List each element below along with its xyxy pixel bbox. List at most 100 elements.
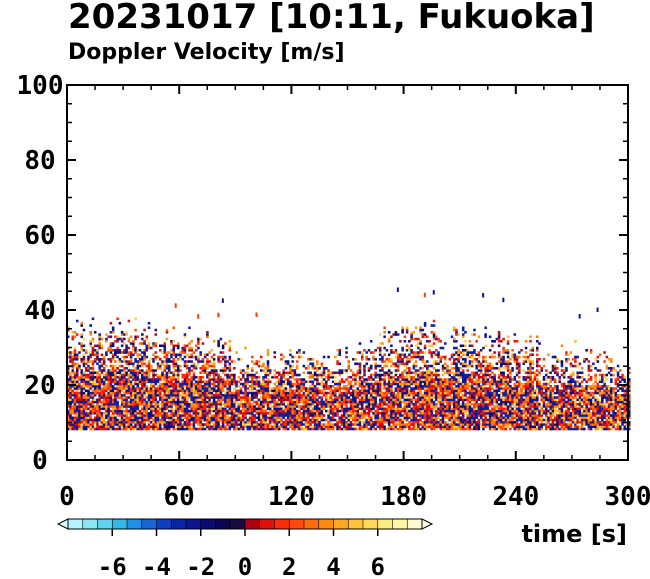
heatmap-cell bbox=[435, 378, 438, 381]
heatmap-cell bbox=[242, 391, 245, 395]
heatmap-cell bbox=[437, 423, 440, 426]
heatmap-cell bbox=[199, 414, 202, 417]
heatmap-cell bbox=[408, 414, 411, 417]
heatmap-cell bbox=[401, 360, 404, 363]
heatmap-cell bbox=[343, 394, 346, 397]
heatmap-cell bbox=[336, 418, 339, 422]
heatmap-cell bbox=[385, 387, 389, 390]
heatmap-cell bbox=[75, 391, 79, 395]
heatmap-cell bbox=[138, 412, 142, 415]
heatmap-cell bbox=[338, 416, 342, 420]
heatmap-cell bbox=[408, 373, 411, 377]
heatmap-cell bbox=[181, 405, 184, 408]
heatmap-cell bbox=[201, 407, 205, 411]
heatmap-cell bbox=[307, 416, 310, 420]
heatmap-cell bbox=[102, 380, 106, 384]
heatmap-cell bbox=[141, 398, 144, 402]
heatmap-cell bbox=[392, 362, 395, 366]
heatmap-cell bbox=[107, 412, 110, 415]
heatmap-cell bbox=[432, 427, 436, 431]
heatmap-cell bbox=[244, 407, 247, 411]
heatmap-cell bbox=[262, 400, 265, 404]
heatmap-cell bbox=[423, 382, 427, 386]
heatmap-cell bbox=[248, 391, 252, 395]
heatmap-cell bbox=[114, 423, 117, 426]
heatmap-cell bbox=[419, 358, 422, 361]
heatmap-cell bbox=[217, 342, 220, 345]
heatmap-cell bbox=[109, 322, 113, 325]
heatmap-cell bbox=[246, 394, 250, 397]
heatmap-cell bbox=[96, 385, 99, 388]
heatmap-cell bbox=[197, 342, 200, 345]
heatmap-cell bbox=[392, 396, 395, 399]
heatmap-cell bbox=[123, 403, 126, 406]
heatmap-cell bbox=[340, 421, 344, 424]
heatmap-cell bbox=[419, 421, 422, 424]
heatmap-cell bbox=[426, 391, 429, 395]
heatmap-cell bbox=[331, 371, 335, 375]
heatmap-cell bbox=[426, 427, 429, 431]
heatmap-cell bbox=[318, 403, 321, 406]
heatmap-cell bbox=[464, 418, 467, 422]
heatmap-cell bbox=[340, 427, 344, 431]
heatmap-cell bbox=[152, 380, 155, 384]
heatmap-cell bbox=[67, 418, 70, 422]
heatmap-cell bbox=[414, 412, 418, 415]
heatmap-cell bbox=[82, 355, 86, 359]
heatmap-cell bbox=[143, 421, 146, 424]
heatmap-cell bbox=[327, 396, 330, 399]
heatmap-cell bbox=[174, 427, 178, 431]
heatmap-cell bbox=[302, 380, 306, 384]
heatmap-cell bbox=[349, 427, 353, 431]
heatmap-cell bbox=[286, 371, 290, 375]
heatmap-cell bbox=[396, 394, 400, 397]
heatmap-cell bbox=[219, 376, 223, 379]
heatmap-cell bbox=[123, 367, 126, 370]
heatmap-cell bbox=[197, 389, 200, 393]
heatmap-cell bbox=[428, 385, 431, 388]
heatmap-cell bbox=[118, 387, 122, 390]
heatmap-cell bbox=[143, 394, 146, 397]
heatmap-cell bbox=[109, 425, 113, 429]
heatmap-cell bbox=[91, 418, 95, 422]
heatmap-cell bbox=[239, 403, 243, 406]
heatmap-cell bbox=[82, 425, 86, 429]
heatmap-cell bbox=[159, 418, 162, 422]
heatmap-cell bbox=[188, 353, 191, 357]
heatmap-cell bbox=[417, 403, 420, 406]
heatmap-cell bbox=[67, 328, 70, 332]
heatmap-cell bbox=[399, 353, 402, 357]
heatmap-cell bbox=[190, 349, 193, 352]
heatmap-cell bbox=[235, 407, 238, 411]
heatmap-cell bbox=[298, 407, 301, 411]
heatmap-cell bbox=[172, 382, 176, 386]
heatmap-cell bbox=[123, 416, 126, 420]
heatmap-cell bbox=[248, 398, 252, 402]
heatmap-cell bbox=[132, 369, 135, 372]
heatmap-cell bbox=[154, 378, 158, 381]
heatmap-cell bbox=[141, 416, 144, 420]
heatmap-cell bbox=[426, 364, 429, 368]
heatmap-cell bbox=[450, 400, 454, 404]
heatmap-cell bbox=[143, 414, 146, 417]
heatmap-cell bbox=[421, 351, 425, 354]
heatmap-cell bbox=[443, 409, 447, 413]
heatmap-cell bbox=[309, 423, 312, 426]
heatmap-cell bbox=[457, 373, 460, 377]
heatmap-cell bbox=[347, 396, 351, 399]
heatmap-cell bbox=[351, 396, 355, 399]
heatmap-cell bbox=[450, 382, 454, 386]
heatmap-cell bbox=[134, 346, 137, 350]
heatmap-cell bbox=[219, 407, 223, 411]
heatmap-cell bbox=[266, 351, 270, 354]
heatmap-cell bbox=[262, 412, 265, 415]
heatmap-cell bbox=[89, 409, 92, 413]
heatmap-cell bbox=[289, 369, 292, 372]
heatmap-cell bbox=[264, 403, 268, 406]
heatmap-cell bbox=[320, 380, 324, 384]
heatmap-cell bbox=[89, 418, 92, 422]
heatmap-cell bbox=[325, 385, 328, 388]
heatmap-cell bbox=[154, 373, 158, 377]
heatmap-cell bbox=[300, 355, 303, 359]
heatmap-cell bbox=[385, 396, 389, 399]
